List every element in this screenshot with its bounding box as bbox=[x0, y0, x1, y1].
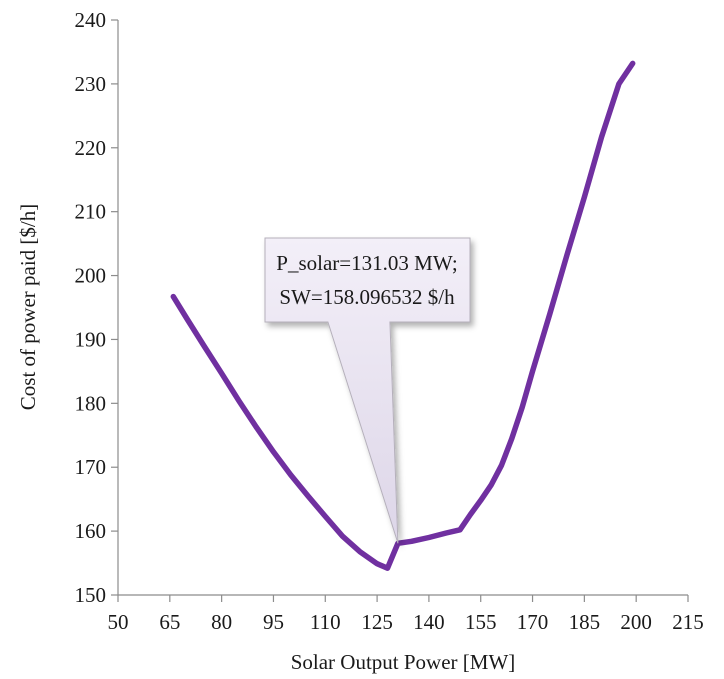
x-tick-label: 155 bbox=[465, 610, 497, 634]
x-tick-label: 65 bbox=[159, 610, 180, 634]
x-tick-label: 215 bbox=[672, 610, 704, 634]
series-layer bbox=[170, 60, 636, 571]
y-tick-label: 240 bbox=[75, 8, 107, 32]
callout-shape bbox=[264, 237, 471, 544]
y-tick-label: 220 bbox=[75, 136, 107, 160]
y-tick-label: 230 bbox=[75, 72, 107, 96]
x-tick-label: 170 bbox=[517, 610, 549, 634]
x-tick-label: 95 bbox=[263, 610, 284, 634]
x-tick-label: 80 bbox=[211, 610, 232, 634]
callout-line: P_solar=131.03 MW; bbox=[276, 251, 457, 275]
x-tick-label: 140 bbox=[413, 610, 445, 634]
data-callout: P_solar=131.03 MW; SW=158.096532 $/h bbox=[264, 237, 471, 544]
callout-line: SW=158.096532 $/h bbox=[279, 285, 455, 309]
y-axis-title: Cost of power paid [$/h] bbox=[16, 204, 40, 410]
x-tick-label: 200 bbox=[620, 610, 652, 634]
y-tick-label: 190 bbox=[75, 327, 107, 351]
y-tick-label: 160 bbox=[75, 519, 107, 543]
x-tick-label: 125 bbox=[361, 610, 393, 634]
x-tick-label: 50 bbox=[108, 610, 129, 634]
x-ticks: 50 65 80 95 110 125 140 155 170 185 200 215 bbox=[108, 595, 704, 634]
y-tick-label: 180 bbox=[75, 391, 107, 415]
x-tick-label: 110 bbox=[310, 610, 341, 634]
axes: 150 160 170 180 190 200 210 220 230 240 50 65 80 95 1… bbox=[75, 8, 704, 634]
x-tick-label: 185 bbox=[569, 610, 601, 634]
y-tick-label: 210 bbox=[75, 200, 107, 224]
y-tick-label: 170 bbox=[75, 455, 107, 479]
series-line bbox=[170, 60, 636, 571]
y-tick-label: 150 bbox=[75, 583, 107, 607]
y-ticks: 150 160 170 180 190 200 210 220 230 240 bbox=[75, 8, 118, 607]
y-tick-label: 200 bbox=[75, 264, 107, 288]
x-axis-title: Solar Output Power [MW] bbox=[291, 650, 516, 674]
